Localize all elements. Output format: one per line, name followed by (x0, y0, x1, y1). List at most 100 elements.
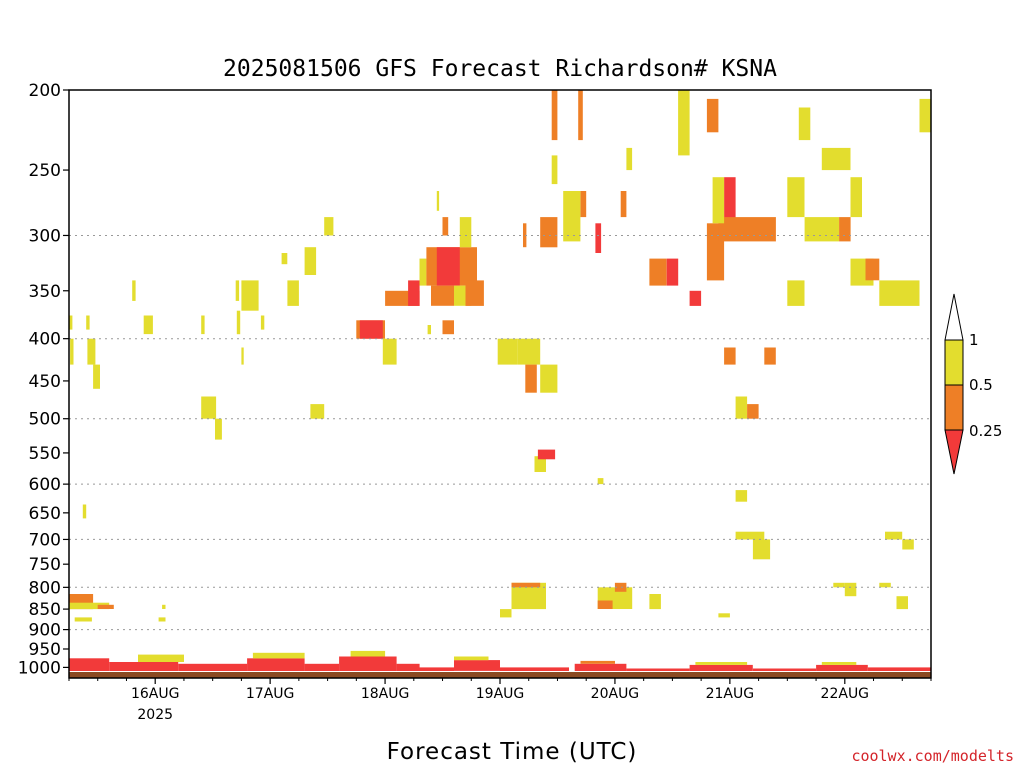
heatmap-cell (896, 596, 908, 610)
y-tick-label: 950 (29, 640, 61, 660)
heatmap-cell (419, 258, 427, 286)
x-tick-label: 21AUG (706, 686, 755, 702)
heatmap-cell (595, 223, 602, 253)
heatmap-cell (695, 662, 748, 665)
heatmap-cell (132, 280, 136, 301)
heatmap-cell (359, 320, 383, 339)
heatmap-cell (523, 223, 527, 248)
heatmap-cell (879, 582, 891, 588)
heatmap-cell (902, 539, 914, 550)
heatmap-cell (431, 285, 454, 306)
heatmap-cell (735, 396, 748, 419)
x-tick-label: 22AUG (821, 686, 870, 702)
heatmap-cell (427, 325, 431, 335)
heatmap-cell (310, 404, 325, 419)
heatmap-cell (649, 258, 667, 286)
heatmap-cell (525, 364, 537, 393)
y-tick-label: 350 (29, 282, 61, 302)
heatmap-cell (724, 177, 736, 224)
y-tick-label: 750 (29, 555, 61, 575)
heatmap-cell (816, 664, 868, 671)
heatmap-cell (382, 338, 397, 365)
x-tick-sublabel: 2025 (137, 707, 173, 723)
heatmap-cell (735, 531, 765, 540)
y-tick-label: 200 (29, 81, 61, 101)
legend-label: 0.25 (969, 422, 1002, 440)
heatmap-cell (821, 147, 851, 171)
y-tick-label: 300 (29, 226, 61, 246)
y-tick-label: 550 (29, 444, 61, 464)
chart-title: 2025081506 GFS Forecast Richardson# KSNA (223, 56, 777, 82)
x-tick-label: 19AUG (476, 686, 525, 702)
y-tick-label: 450 (29, 372, 61, 392)
legend-swatch-mid (944, 384, 964, 431)
heatmap-cell (138, 654, 184, 662)
y-tick-label: 650 (29, 504, 61, 524)
heatmap-cell (260, 315, 265, 330)
heatmap-cell (436, 191, 440, 211)
heatmap-cell (867, 667, 931, 671)
heatmap-cell (787, 177, 805, 218)
heatmap-cell (201, 396, 217, 419)
heatmap-cell (241, 280, 259, 311)
heatmap-cell (563, 191, 581, 242)
heatmap-cell (97, 604, 114, 609)
heatmap-cell (241, 347, 244, 365)
heatmap-cell (69, 315, 73, 330)
heatmap-cell (580, 191, 587, 218)
y-tick-label: 1000 (18, 658, 61, 678)
heatmap-cell (442, 320, 454, 335)
heatmap-cell (162, 604, 166, 609)
x-axis-ticks: 16AUG 2025 17AUG 18AUG 19AUG 20AUG 21AUG 22AUG (68, 678, 932, 723)
heatmap-cell (69, 658, 110, 671)
heatmap-cell (752, 539, 771, 560)
heatmap-cell (787, 280, 805, 306)
heatmap-cell (339, 656, 397, 671)
heatmap-cell (620, 191, 627, 218)
heatmap-cell (304, 663, 340, 671)
y-tick-label: 700 (29, 530, 61, 550)
legend-label: 0.5 (969, 376, 993, 394)
heatmap-cell (74, 617, 92, 622)
heatmap-cell (143, 315, 153, 335)
heatmap-cell (201, 315, 205, 335)
x-tick-label: 20AUG (591, 686, 640, 702)
y-tick-label: 800 (29, 578, 61, 598)
heatmap-cell (500, 609, 512, 618)
heatmap-cell (597, 600, 613, 609)
heatmap-cell (69, 602, 110, 610)
heatmap-cell (551, 155, 558, 185)
legend: 1 0.5 0.25 (944, 293, 1002, 475)
heatmap-cell (885, 531, 903, 540)
heatmap-cell (500, 667, 569, 671)
heatmap-cell (821, 662, 857, 665)
heatmap-cell (626, 668, 690, 671)
heatmap-cell (281, 253, 288, 265)
heatmap-cell (517, 338, 541, 365)
heatmap-cell (419, 667, 454, 671)
heatmap-cell (540, 364, 558, 393)
heatmap-cell (712, 177, 725, 224)
heatmap-cell (82, 504, 87, 519)
x-tick-label: 18AUG (361, 686, 410, 702)
heatmap-cell (534, 456, 546, 472)
heatmap-cell (689, 664, 753, 671)
heatmap-cell (454, 660, 500, 671)
heatmap-cell (574, 663, 627, 671)
heatmap-cell (93, 364, 100, 389)
heatmap-cell (752, 668, 817, 671)
y-tick-label: 850 (29, 600, 61, 620)
heatmap-cell (865, 258, 880, 281)
heatmap-cell (724, 347, 736, 365)
heatmap-cell (879, 280, 920, 306)
x-tick-label: 17AUG (246, 686, 295, 702)
legend-label: 1 (969, 331, 979, 349)
y-tick-label: 400 (29, 330, 61, 350)
y-tick-label: 500 (29, 410, 61, 430)
heatmap-cell (247, 658, 305, 671)
heatmap-cell (844, 582, 857, 597)
ground-layer (69, 672, 931, 678)
heatmap-cell (396, 663, 420, 671)
